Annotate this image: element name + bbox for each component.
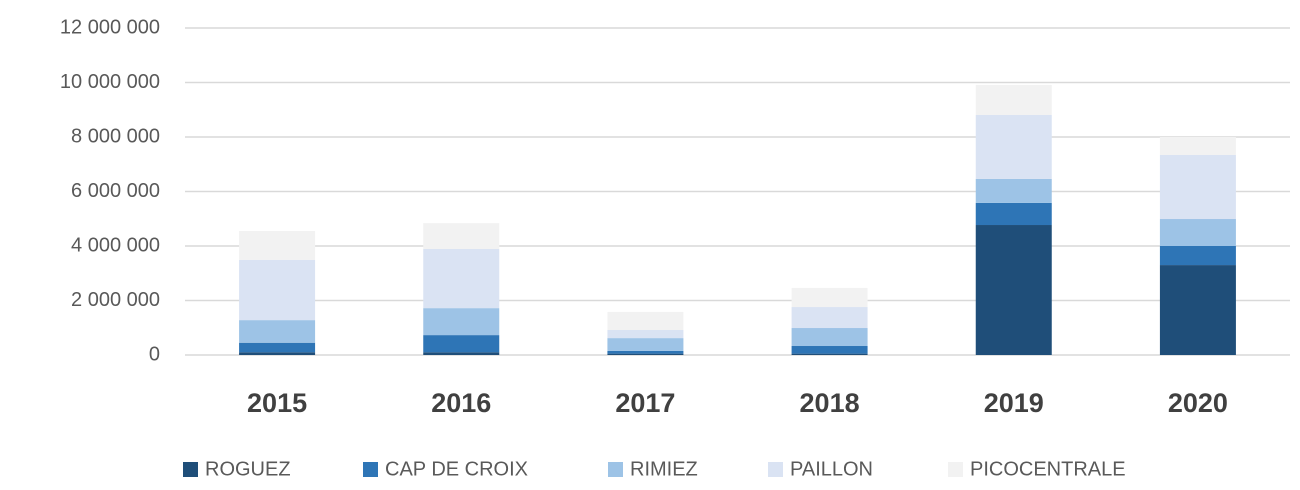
- bar-segment: [607, 350, 684, 354]
- bar-segment: [975, 202, 1052, 226]
- bar-segment: [1159, 154, 1236, 220]
- bar-segment: [423, 335, 500, 353]
- bar-segment: [1159, 265, 1236, 355]
- x-tick-label: 2015: [247, 388, 307, 418]
- bar-segment: [607, 311, 684, 330]
- legend-swatch: [363, 462, 378, 477]
- x-tick-label: 2018: [800, 388, 860, 418]
- bar-segment: [975, 225, 1052, 355]
- bar-segment: [239, 352, 316, 355]
- y-tick-label: 10 000 000: [60, 71, 160, 93]
- legend-label: PICOCENTRALE: [970, 458, 1126, 480]
- bar-segment: [791, 287, 868, 308]
- bar-segment: [239, 259, 316, 321]
- y-tick-label: 6 000 000: [71, 180, 160, 202]
- x-tick-label: 2020: [1168, 388, 1228, 418]
- bar-segment: [975, 84, 1052, 115]
- bar-segment: [239, 342, 316, 353]
- legend-label: CAP DE CROIX: [385, 458, 528, 480]
- legend-swatch: [183, 462, 198, 477]
- bar-segment: [239, 231, 316, 260]
- bar-segment: [239, 320, 316, 343]
- bar-segment: [423, 352, 500, 355]
- legend-label: RIMIEZ: [630, 458, 698, 480]
- bar-segment: [607, 338, 684, 351]
- bar-segment: [791, 346, 868, 354]
- x-tick-label: 2017: [615, 388, 675, 418]
- bar-segment: [423, 308, 500, 336]
- y-tick-label: 2 000 000: [71, 289, 160, 311]
- y-tick-label: 4 000 000: [71, 234, 160, 256]
- bar-segment: [607, 353, 684, 355]
- y-tick-label: 12 000 000: [60, 16, 160, 38]
- bar-segment: [975, 178, 1052, 203]
- y-tick-label: 8 000 000: [71, 125, 160, 147]
- bar-segment: [607, 329, 684, 339]
- x-tick-label: 2016: [431, 388, 491, 418]
- bar-segment: [1159, 219, 1236, 246]
- legend-swatch: [608, 462, 623, 477]
- legend-label: ROGUEZ: [205, 458, 291, 480]
- legend-label: PAILLON: [790, 458, 873, 480]
- legend-swatch: [768, 462, 783, 477]
- bar-segment: [1159, 246, 1236, 266]
- bar-segment: [791, 353, 868, 355]
- bar-segment: [791, 328, 868, 347]
- bar-segment: [791, 307, 868, 329]
- legend-swatch: [948, 462, 963, 477]
- bar-segment: [423, 223, 500, 249]
- y-tick-label: 0: [149, 343, 160, 365]
- bar-segment: [423, 248, 500, 309]
- bar-segment: [975, 114, 1052, 179]
- bar-segment: [1159, 137, 1236, 155]
- x-tick-label: 2019: [984, 388, 1044, 418]
